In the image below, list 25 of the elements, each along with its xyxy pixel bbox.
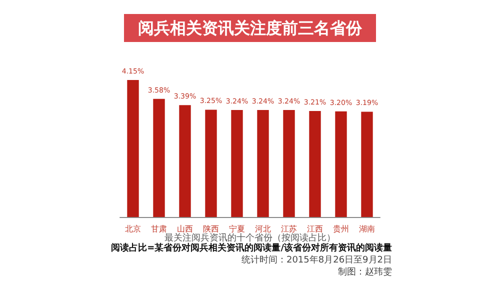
bar bbox=[205, 110, 217, 217]
x-tick-label: 江苏 bbox=[281, 224, 297, 234]
x-tick-label: 甘肃 bbox=[151, 224, 167, 234]
x-tick-label: 河北 bbox=[255, 224, 271, 234]
x-axis-title: 最关注阅兵资讯的十个省份（按阅读占比） bbox=[164, 232, 336, 244]
bar bbox=[361, 112, 373, 217]
text: 制图：赵玮雯 bbox=[338, 266, 392, 278]
x-tick-label: 陕西 bbox=[203, 224, 219, 234]
text: 统计时间：2015年8月26日至9月2日 bbox=[241, 254, 392, 266]
bar bbox=[127, 80, 139, 217]
bar bbox=[231, 110, 243, 217]
x-tick-label: 山西 bbox=[177, 224, 193, 234]
bar bbox=[283, 110, 295, 217]
bar bbox=[179, 105, 191, 217]
text: 阅读占比=某省份对阅兵相关资讯的阅读量/该省份对所有资讯的阅读量 bbox=[111, 242, 392, 254]
x-tick-label: 宁夏 bbox=[229, 224, 245, 234]
bar bbox=[335, 111, 347, 217]
bar bbox=[153, 98, 165, 217]
x-tick-label: 北京 bbox=[125, 224, 141, 234]
x-tick-label: 湖南 bbox=[359, 224, 375, 234]
chart-title: 阅兵相关资讯关注度前三名省份 bbox=[138, 18, 363, 38]
x-tick-label: 江西 bbox=[307, 224, 323, 234]
bar bbox=[257, 110, 269, 217]
bar bbox=[309, 111, 321, 217]
x-tick-label: 贵州 bbox=[333, 224, 349, 234]
